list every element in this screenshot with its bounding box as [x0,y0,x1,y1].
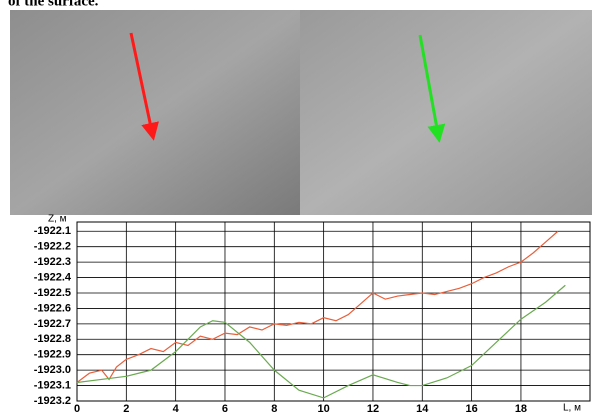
x-tick-label: 0 [74,403,80,413]
y-tick-label: -1922.2 [34,241,71,253]
plot-area [77,222,590,401]
x-tick-label: 10 [318,403,330,413]
x-tick-label: 16 [465,403,477,413]
x-axis-label: L, м [563,403,581,413]
x-tick-label: 18 [515,403,527,413]
image-right [300,10,592,215]
figure: of the surface. Z, м L, м -1922.1 -1922.2… [0,0,592,413]
y-tick-label: -1922.5 [34,287,71,299]
y-tick-label: -1923.0 [34,364,71,376]
x-tick-label: 6 [222,403,228,413]
y-tick-label: -1922.4 [34,271,72,283]
y-tick-label: -1922.6 [34,302,71,314]
y-tick-label: -1922.7 [34,318,71,330]
caption: of the surface. [8,0,99,9]
x-tick-label: 2 [123,403,129,413]
x-tick-label: 8 [271,403,277,413]
y-axis-label: Z, м [48,214,67,225]
y-tick-label: -1923.1 [34,379,71,391]
x-tick-label: 12 [367,403,379,413]
y-tick-label: -1922.3 [34,256,71,268]
image-left [10,10,300,215]
y-tick-label: -1922.9 [34,349,71,361]
x-tick-label: 14 [416,403,429,413]
y-tick-label: -1922.1 [34,225,71,237]
y-tick-label: -1923.2 [34,395,71,407]
x-tick-label: 4 [173,403,180,413]
y-tick-label: -1922.8 [34,333,71,345]
